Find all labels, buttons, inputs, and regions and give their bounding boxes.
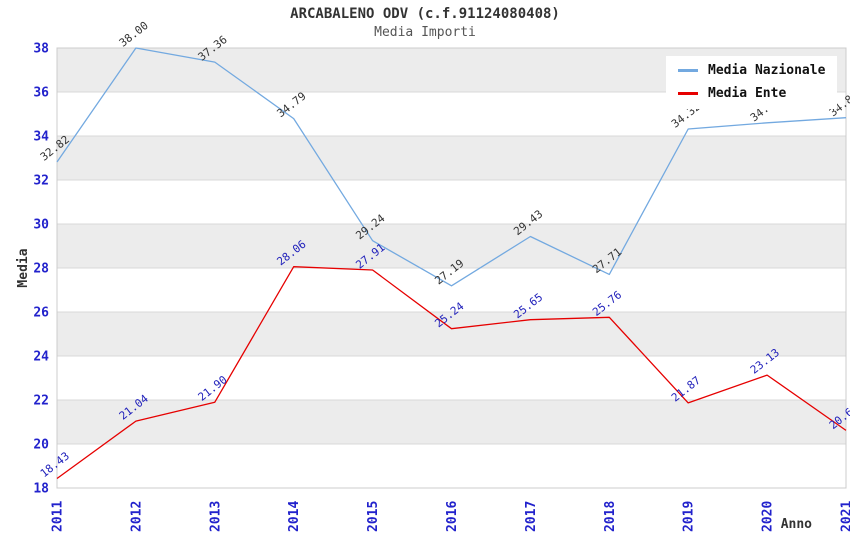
y-tick-label: 18: [33, 482, 49, 497]
x-tick-label: 2011: [51, 501, 66, 532]
series-line-media-ente: [56, 266, 847, 480]
y-tick-label: 34: [33, 130, 49, 145]
x-tick-label: 2018: [603, 501, 618, 532]
y-tick-label: 32: [33, 174, 49, 189]
point-label: 18.43: [38, 449, 72, 480]
legend-label-nazionale: Media Nazionale: [708, 63, 826, 78]
point-label: 38.00: [117, 19, 151, 50]
y-tick-label: 24: [33, 350, 49, 365]
legend-label-ente: Media Ente: [708, 86, 787, 101]
legend-item-media-nazionale: Media Nazionale: [678, 63, 825, 78]
x-tick-label: 2015: [366, 501, 381, 532]
plot-border: [56, 47, 847, 489]
legend-item-media-ente: Media Ente: [678, 86, 825, 101]
point-label: 34.79: [274, 90, 308, 121]
legend: Media Nazionale Media Ente: [666, 56, 838, 109]
x-tick-label: 2017: [524, 501, 539, 532]
x-tick-label: 2016: [445, 501, 460, 532]
y-tick-label: 30: [33, 218, 49, 233]
x-tick-label: 2013: [208, 501, 223, 532]
x-tick-label: 2021: [840, 501, 850, 532]
y-axis-ticks: 18 20 22 24 26 28 30 32 34 36 38: [33, 42, 49, 497]
chart-title: ARCABALENO ODV (c.f.91124080408): [290, 6, 560, 22]
x-axis-ticks: 2011 2012 2013 2014 2015 2016 2017 2018 2019 2020…: [51, 501, 850, 532]
plot-bands: [57, 48, 846, 444]
x-tick-label: 2019: [682, 501, 697, 532]
x-tick-label: 2014: [287, 501, 302, 532]
series-line-media-nazionale: [56, 47, 847, 287]
y-axis-title: Media: [16, 248, 31, 287]
legend-swatch-nazionale: [678, 69, 698, 72]
y-tick-label: 36: [33, 86, 49, 101]
y-tick-label: 20: [33, 438, 49, 453]
y-tick-label: 28: [33, 262, 49, 277]
point-label: 21.90: [196, 373, 230, 404]
x-tick-label: 2020: [761, 501, 776, 532]
y-tick-label: 22: [33, 394, 49, 409]
legend-swatch-ente: [678, 92, 698, 95]
x-axis-title: Anno: [781, 517, 812, 532]
chart-subtitle: Media Importi: [374, 25, 476, 40]
x-tick-label: 2012: [129, 501, 144, 532]
y-tick-label: 38: [33, 42, 49, 57]
y-tick-label: 26: [33, 306, 49, 321]
